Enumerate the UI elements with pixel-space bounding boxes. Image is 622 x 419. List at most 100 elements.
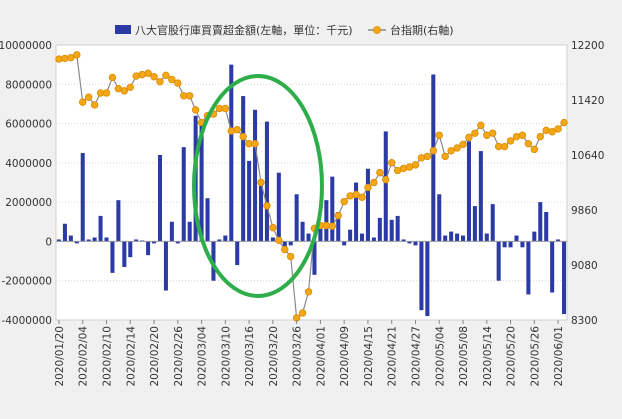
- line-point: [506, 137, 515, 145]
- x-tick-label: 2020/02/10: [102, 326, 114, 387]
- bar: [419, 241, 424, 311]
- bar: [371, 237, 376, 242]
- x-tick-label: 2020/04/01: [315, 326, 327, 387]
- bar: [502, 241, 507, 248]
- bar: [217, 239, 222, 242]
- bar: [288, 241, 293, 246]
- line-point: [126, 83, 134, 92]
- bar: [395, 215, 400, 242]
- bar: [538, 202, 543, 242]
- line-point: [239, 132, 247, 141]
- line-point: [512, 132, 521, 141]
- bar: [128, 241, 133, 258]
- bar: [68, 235, 73, 242]
- bar: [377, 217, 382, 242]
- bar: [496, 241, 501, 281]
- line-point: [471, 129, 479, 137]
- line-point: [263, 202, 271, 210]
- line-point: [281, 245, 289, 254]
- bar: [354, 182, 359, 242]
- bar: [104, 237, 109, 242]
- line-point: [304, 288, 313, 296]
- bar: [425, 241, 430, 317]
- line-point: [79, 98, 87, 106]
- y-left-tick-label: 6000000: [5, 119, 52, 131]
- bar: [526, 241, 531, 295]
- x-tick-label: 2020/02/14: [125, 326, 137, 387]
- line-point: [560, 118, 568, 127]
- bar: [550, 241, 555, 293]
- line-point: [542, 126, 550, 135]
- y-left-tick-label: 0: [45, 236, 52, 248]
- line-point: [251, 140, 259, 148]
- bar: [152, 241, 157, 244]
- line-point: [269, 223, 277, 232]
- bar: [466, 141, 471, 242]
- line-point: [453, 144, 461, 152]
- line-point: [340, 197, 348, 206]
- y-left-tick-label: 4000000: [5, 158, 52, 170]
- line-point: [168, 75, 176, 84]
- bar: [324, 200, 329, 242]
- line-point: [156, 77, 164, 86]
- bar: [443, 235, 448, 242]
- line-point: [132, 72, 140, 80]
- x-tick-label: 2020/02/26: [173, 326, 185, 387]
- x-tick-label: 2020/05/26: [529, 326, 541, 387]
- bar: [56, 239, 61, 242]
- line-point: [174, 79, 182, 87]
- bar: [134, 239, 139, 242]
- line-point: [435, 131, 443, 139]
- bar: [86, 239, 91, 242]
- line-point: [477, 121, 485, 130]
- y-right-tick-label: 8300: [571, 315, 598, 327]
- line-point: [138, 70, 146, 79]
- bar: [383, 131, 388, 242]
- bar: [74, 241, 79, 244]
- line-point: [364, 183, 372, 192]
- bar: [544, 211, 549, 242]
- line-point: [548, 128, 556, 136]
- bar: [276, 172, 281, 242]
- y-right-axis: 12200 11420 10640 9860 9080 8300: [571, 40, 604, 327]
- line-point: [554, 125, 562, 133]
- bar: [490, 204, 495, 242]
- bar: [520, 241, 525, 248]
- bar: [169, 221, 174, 242]
- bar: [431, 74, 436, 242]
- bar: [484, 233, 489, 242]
- x-tick-label: 2020/05/08: [458, 326, 470, 387]
- y-left-tick-label: -2000000: [1, 276, 52, 288]
- bar: [348, 229, 353, 242]
- line-point: [536, 132, 544, 141]
- bar: [562, 241, 567, 315]
- bar: [460, 235, 466, 242]
- line-point: [233, 125, 241, 134]
- line-point: [120, 87, 129, 95]
- x-tick-label: 2020/04/15: [363, 326, 375, 387]
- bar: [449, 231, 454, 242]
- bar: [175, 241, 180, 244]
- line-point: [84, 93, 93, 101]
- line-point: [346, 192, 354, 200]
- x-tick-label: 2020/05/20: [506, 326, 518, 387]
- bar: [556, 239, 561, 242]
- bar: [181, 147, 186, 242]
- y-right-tick-label: 9860: [571, 205, 598, 217]
- x-tick-label: 2020/05/14: [482, 326, 494, 387]
- bar: [241, 96, 246, 242]
- bar: [146, 241, 151, 256]
- bar: [472, 206, 477, 242]
- line-point: [423, 152, 432, 161]
- x-tick-label: 2020/04/27: [410, 326, 422, 387]
- bar: [401, 239, 406, 242]
- line-point: [447, 147, 455, 155]
- bar: [282, 241, 287, 248]
- highlight-ellipse: [192, 74, 324, 298]
- line-point: [287, 252, 295, 261]
- bar: [359, 233, 365, 242]
- bar: [110, 241, 115, 273]
- line-point: [191, 106, 200, 114]
- line-point: [459, 140, 467, 149]
- bar: [455, 233, 460, 242]
